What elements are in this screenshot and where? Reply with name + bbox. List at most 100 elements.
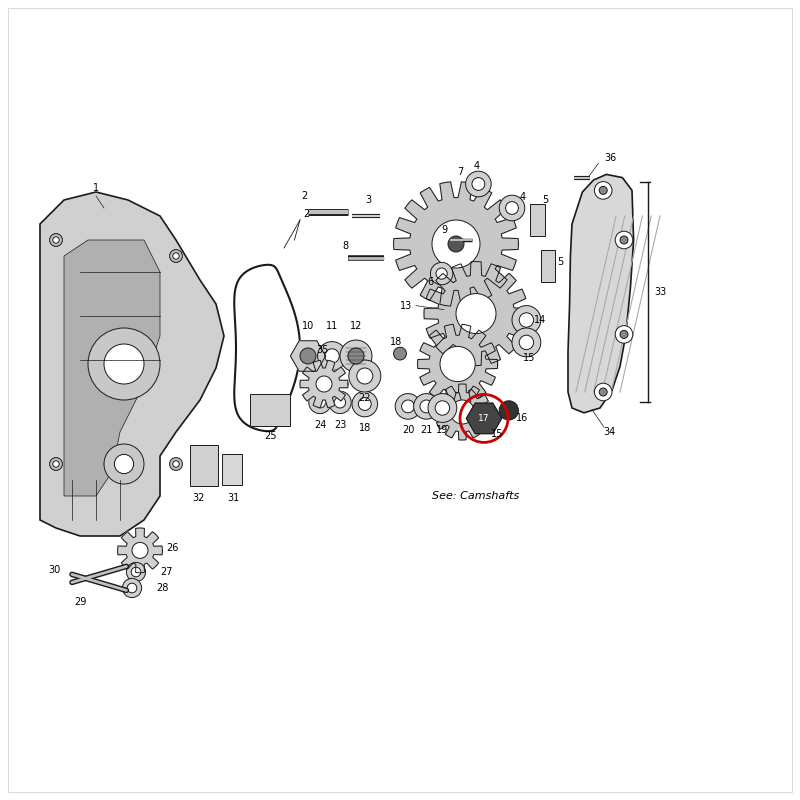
Circle shape	[620, 236, 628, 244]
Text: 4: 4	[474, 161, 480, 170]
Circle shape	[448, 236, 464, 252]
Text: 28: 28	[156, 583, 169, 593]
Text: 34: 34	[603, 427, 616, 437]
Text: 31: 31	[227, 493, 240, 502]
Circle shape	[122, 578, 142, 598]
Text: 22: 22	[358, 393, 371, 402]
Circle shape	[316, 376, 332, 392]
Text: 1: 1	[93, 183, 99, 193]
Circle shape	[104, 344, 144, 384]
Circle shape	[499, 195, 525, 221]
Bar	[530, 204, 545, 236]
Circle shape	[430, 262, 453, 285]
Text: 4: 4	[519, 192, 526, 202]
Circle shape	[456, 294, 496, 334]
Text: 35: 35	[316, 346, 329, 355]
Circle shape	[318, 342, 346, 370]
Circle shape	[132, 542, 148, 558]
Text: 26: 26	[166, 543, 178, 553]
Circle shape	[50, 234, 62, 246]
Text: 10: 10	[302, 321, 314, 330]
Circle shape	[314, 397, 326, 408]
Circle shape	[594, 383, 612, 401]
Text: 5: 5	[557, 258, 563, 267]
Circle shape	[450, 400, 474, 424]
Circle shape	[358, 398, 371, 410]
Text: 24: 24	[314, 420, 326, 430]
Bar	[250, 394, 290, 426]
Circle shape	[506, 202, 518, 214]
Circle shape	[170, 250, 182, 262]
Circle shape	[620, 330, 628, 338]
Text: 6: 6	[427, 277, 434, 286]
Text: 23: 23	[334, 420, 346, 430]
Circle shape	[395, 394, 421, 419]
Circle shape	[594, 182, 612, 199]
Text: 21: 21	[420, 426, 433, 435]
Circle shape	[519, 335, 534, 350]
Text: 7: 7	[457, 167, 463, 177]
Text: 29: 29	[74, 597, 86, 606]
Text: 25: 25	[264, 431, 277, 441]
Text: 16: 16	[516, 414, 529, 423]
Text: 13: 13	[399, 301, 412, 310]
Text: 33: 33	[654, 287, 666, 297]
Circle shape	[432, 220, 480, 268]
Text: 8: 8	[342, 242, 349, 251]
Circle shape	[428, 394, 457, 422]
Bar	[190, 445, 218, 486]
Polygon shape	[40, 192, 224, 536]
Circle shape	[173, 461, 179, 467]
Text: 27: 27	[160, 567, 173, 577]
Polygon shape	[418, 324, 498, 404]
Circle shape	[53, 237, 59, 243]
Polygon shape	[424, 262, 528, 366]
Bar	[541, 250, 555, 282]
Polygon shape	[434, 384, 490, 440]
Circle shape	[519, 313, 534, 327]
Text: 20: 20	[402, 426, 414, 435]
Text: 2: 2	[303, 209, 310, 218]
Text: 2: 2	[301, 191, 307, 201]
Text: 5: 5	[542, 195, 549, 205]
Polygon shape	[290, 341, 326, 371]
Text: 18: 18	[390, 338, 402, 347]
Circle shape	[50, 458, 62, 470]
Circle shape	[131, 567, 141, 577]
Text: 9: 9	[441, 226, 447, 235]
Text: 3: 3	[365, 195, 371, 205]
Circle shape	[499, 401, 518, 420]
Circle shape	[88, 328, 160, 400]
Polygon shape	[300, 360, 348, 408]
Polygon shape	[394, 182, 518, 306]
Text: See: Camshafts: See: Camshafts	[432, 491, 519, 501]
Circle shape	[472, 178, 485, 190]
Circle shape	[325, 349, 339, 363]
Circle shape	[170, 458, 182, 470]
Text: 32: 32	[192, 493, 205, 502]
Text: 14: 14	[534, 315, 546, 325]
Circle shape	[466, 171, 491, 197]
Circle shape	[435, 401, 450, 415]
Text: 15: 15	[523, 354, 536, 363]
Circle shape	[420, 400, 433, 413]
Circle shape	[349, 360, 381, 392]
Circle shape	[394, 347, 406, 360]
Bar	[222, 454, 242, 485]
Circle shape	[334, 397, 346, 408]
Circle shape	[357, 368, 373, 384]
Circle shape	[599, 186, 607, 194]
Circle shape	[104, 444, 144, 484]
Polygon shape	[466, 403, 502, 434]
Text: 18: 18	[358, 423, 371, 433]
Polygon shape	[64, 240, 160, 496]
Circle shape	[348, 348, 364, 364]
Text: 19: 19	[436, 425, 449, 434]
Circle shape	[329, 391, 351, 414]
Text: 12: 12	[350, 321, 362, 330]
Text: 30: 30	[48, 566, 61, 575]
Text: 11: 11	[326, 321, 338, 330]
Circle shape	[114, 454, 134, 474]
Text: 17: 17	[478, 414, 490, 423]
Circle shape	[127, 583, 137, 593]
